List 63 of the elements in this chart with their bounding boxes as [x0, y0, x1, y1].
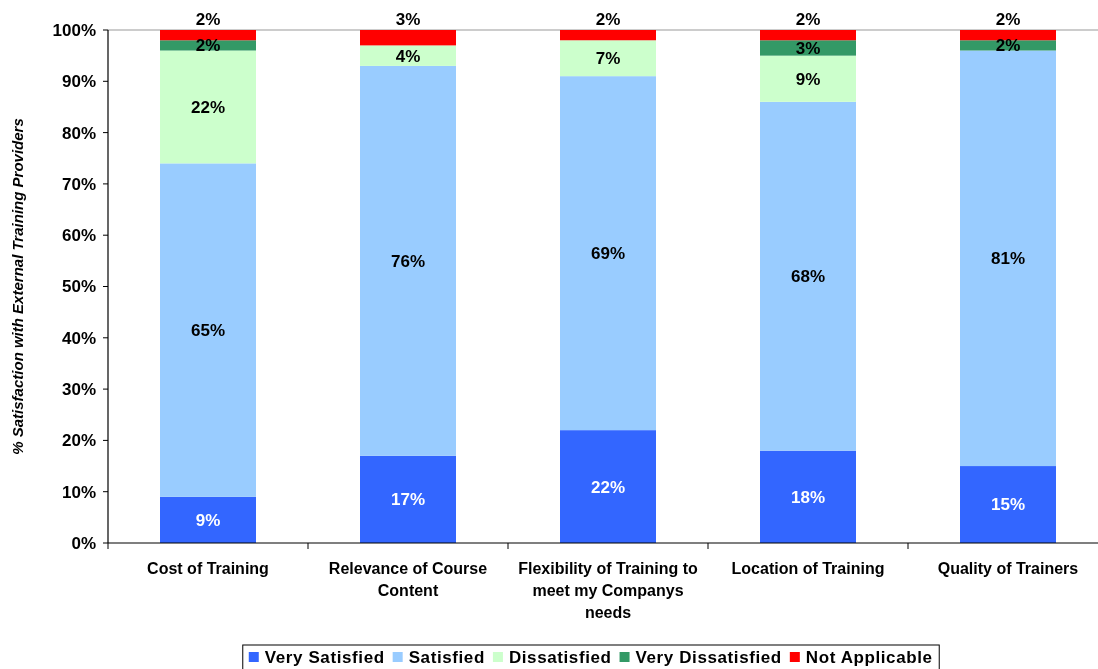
y-tick-label: 0% [71, 533, 96, 553]
bar [960, 50, 1056, 467]
bar [360, 45, 456, 66]
legend-label: Not Applicable [805, 647, 933, 667]
y-tick-label: 90% [61, 72, 96, 92]
data-label: 68% [790, 267, 826, 287]
bar [760, 55, 856, 102]
data-label: 3% [395, 9, 421, 29]
bar [160, 163, 256, 497]
data-label: 69% [590, 244, 626, 264]
x-tick-label: Relevance of Course Content [328, 559, 488, 599]
legend-label: Very Dissatisfied [635, 647, 782, 667]
bar [560, 76, 656, 431]
bar [360, 455, 456, 543]
y-tick-label: 50% [61, 277, 96, 297]
data-label: 22% [190, 97, 226, 117]
bar [960, 30, 1056, 41]
bar [760, 450, 856, 543]
x-tick-label: Location of Training [731, 559, 885, 577]
data-label: 2% [995, 9, 1021, 29]
y-axis-title: % Satisfaction with External Training Providers [9, 118, 27, 455]
data-label: 2% [795, 9, 821, 29]
data-label: 3% [795, 38, 821, 58]
legend-label: Satisfied [408, 647, 485, 667]
y-tick-label: 10% [61, 482, 96, 502]
bar [960, 466, 1056, 543]
y-tick-label: 60% [61, 226, 96, 246]
y-tick-label: 80% [61, 123, 96, 143]
bar [560, 40, 656, 77]
data-label: 7% [595, 49, 621, 69]
bar [360, 65, 456, 456]
y-tick-label: 30% [61, 380, 96, 400]
data-label: 15% [990, 495, 1026, 515]
y-tick-label: 70% [61, 174, 96, 194]
data-label: 18% [790, 487, 826, 507]
y-tick-label: 20% [61, 431, 96, 451]
bar [760, 30, 856, 41]
data-label: 76% [390, 251, 426, 271]
data-label: 9% [795, 69, 821, 89]
bar [760, 40, 856, 56]
bar [160, 30, 256, 41]
data-label: 2% [995, 36, 1021, 56]
x-tick-label: Flexibility of Training to meet my Companys needs [518, 559, 699, 621]
data-label: 9% [195, 510, 221, 530]
data-label: 81% [990, 249, 1026, 269]
bar [560, 430, 656, 543]
bar [560, 30, 656, 41]
data-label: 65% [190, 321, 226, 341]
y-tick-label: 100% [52, 20, 96, 40]
data-label: 4% [395, 46, 421, 66]
data-label: 2% [195, 9, 221, 29]
data-label: 2% [595, 9, 621, 29]
data-label: 22% [590, 477, 626, 497]
bar [160, 50, 256, 164]
bar [160, 496, 256, 543]
legend-label: Very Satisfied [264, 647, 385, 667]
bar [360, 30, 456, 46]
bar [760, 101, 856, 451]
x-tick-label: Cost of Training [147, 559, 269, 577]
data-label: 17% [390, 490, 426, 510]
legend-label: Dissatisfied [508, 647, 612, 667]
x-tick-label: Quality of Trainers [937, 559, 1079, 577]
y-tick-label: 40% [61, 328, 96, 348]
